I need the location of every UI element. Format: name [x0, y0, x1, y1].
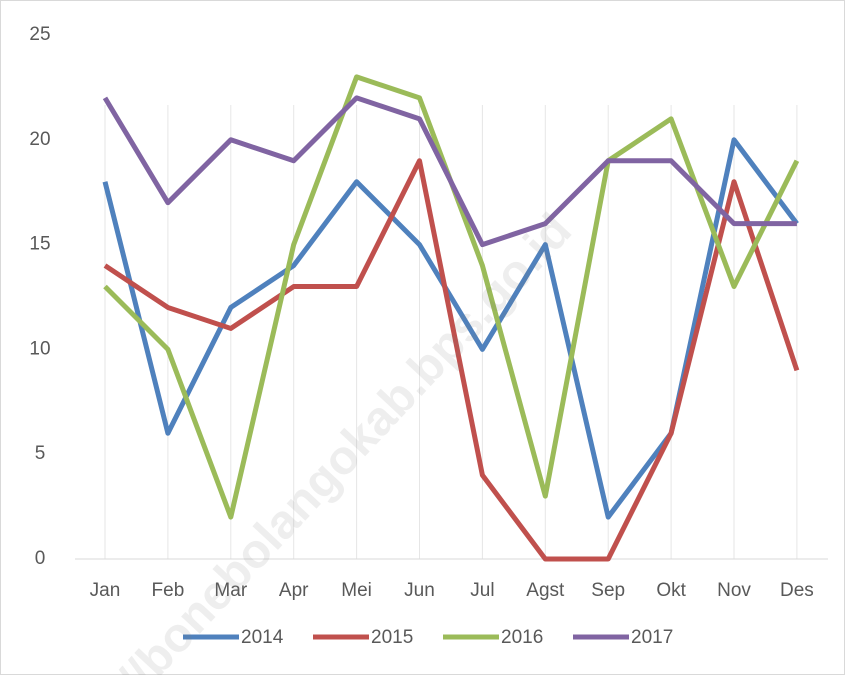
series-line — [103, 158, 800, 562]
x-tick-label: Okt — [656, 580, 686, 601]
series-line — [102, 95, 797, 248]
y-tick-label: 0 — [35, 548, 46, 569]
y-tick-label: 20 — [29, 129, 50, 150]
x-tick-label: Jun — [404, 580, 435, 601]
x-tick-label: Agst — [526, 580, 565, 601]
y-tick-label: 5 — [35, 443, 46, 464]
x-tick-label: Jan — [90, 580, 121, 601]
x-tick-label: Nov — [717, 580, 751, 601]
x-tick-label: Apr — [279, 580, 309, 601]
legend-label: 2016 — [501, 627, 543, 648]
legend-label: 2015 — [371, 627, 413, 648]
x-tick-label: Des — [780, 580, 814, 601]
x-tick-label: Jul — [470, 580, 494, 601]
y-tick-label: 25 — [29, 24, 50, 45]
y-tick-label: 10 — [29, 338, 50, 359]
y-tick-label: 15 — [29, 234, 50, 255]
x-tick-label: Mar — [214, 580, 247, 601]
legend-label: 2017 — [631, 627, 673, 648]
x-tick-label: Mei — [341, 580, 372, 601]
x-tick-label: Feb — [152, 580, 185, 601]
legend-label: 2014 — [241, 627, 284, 648]
x-tick-label: Sep — [591, 580, 625, 601]
